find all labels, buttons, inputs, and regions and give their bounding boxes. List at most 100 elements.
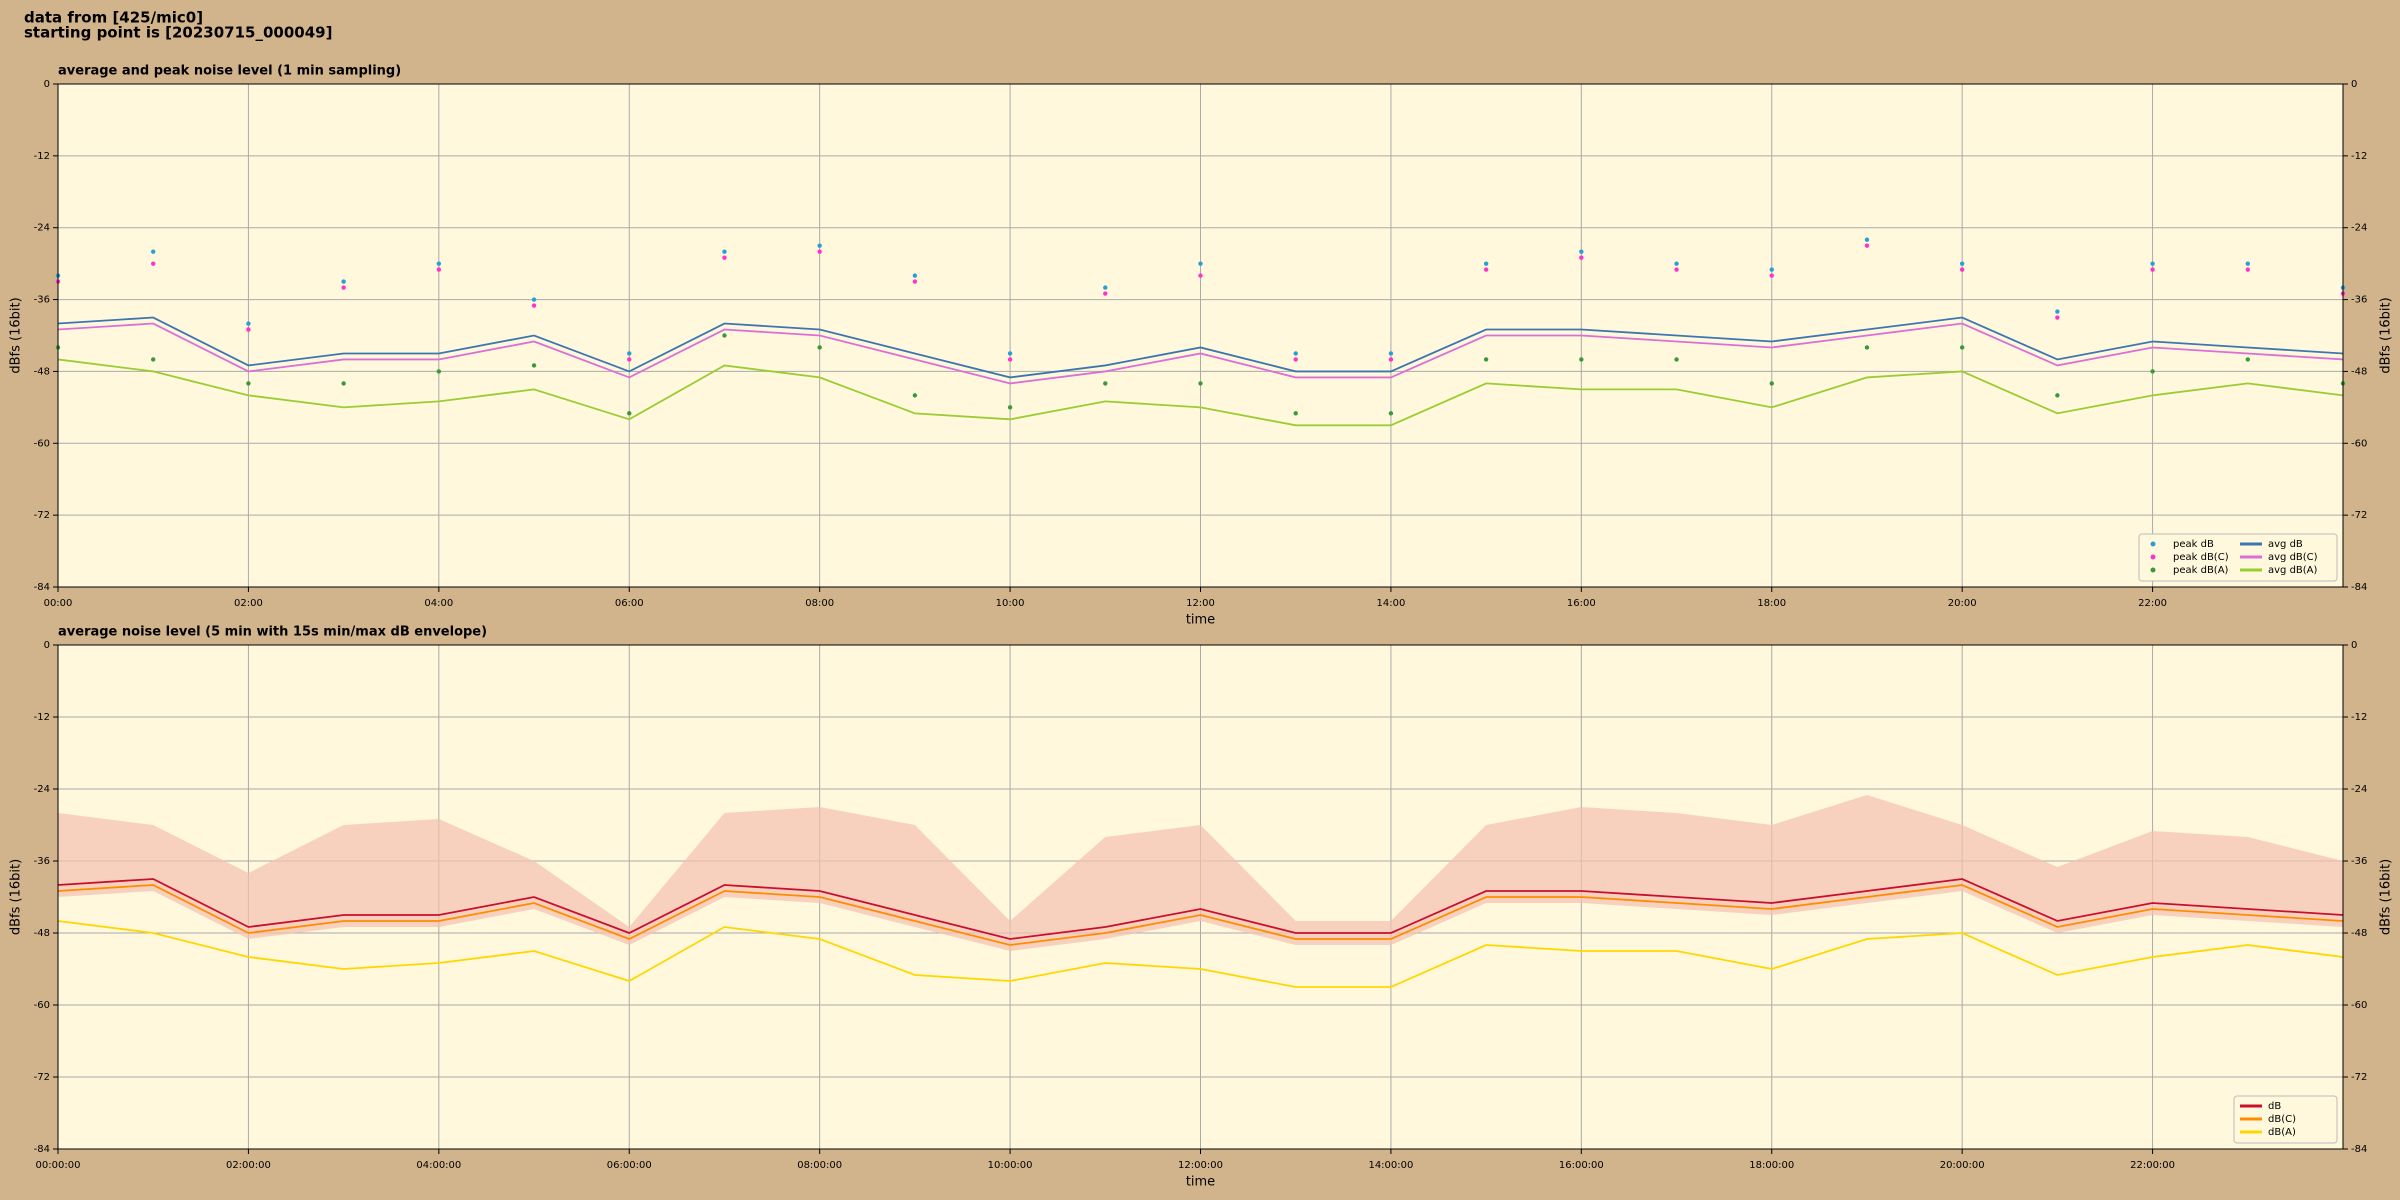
series-line (57, 322, 2344, 385)
y-tick-label: -36 (34, 295, 50, 306)
x-tick-label: 16:00:00 (1559, 1160, 1604, 1171)
x-tick-label: 20:00 (1948, 598, 1977, 609)
legend-swatch (2150, 567, 2156, 573)
peak-point (1198, 381, 1203, 386)
y-tick-label: -48 (34, 928, 50, 939)
peak-point (2055, 393, 2060, 398)
peak-point (531, 303, 537, 308)
peak-point (341, 381, 346, 386)
peak-point (1293, 411, 1298, 416)
legend-label: avg dB(A) (2268, 565, 2318, 576)
peak-point (2055, 315, 2060, 320)
peak-point (1007, 405, 1013, 410)
series-line (57, 884, 2344, 946)
x-tick-label: 20:00:00 (1940, 1160, 1985, 1171)
y-tick-label: -84 (34, 582, 50, 593)
x-axis-label: time (1186, 613, 1215, 628)
y-tick-label: -72 (2351, 1072, 2367, 1083)
x-tick-label: 10:00:00 (988, 1160, 1033, 1171)
y-tick-label: -60 (34, 1000, 50, 1011)
series-line (57, 316, 2344, 379)
peak-point (1959, 261, 1965, 266)
y-tick-label: -24 (34, 784, 50, 795)
y-tick-label: -36 (2351, 856, 2367, 867)
plot-frame (57, 644, 2344, 1150)
y-tick-label: -48 (2351, 928, 2367, 939)
peak-point (2055, 309, 2060, 314)
peak-point (1579, 249, 1584, 254)
x-tick-label: 10:00 (996, 598, 1025, 609)
series-line (57, 878, 2344, 940)
x-tick-label: 14:00 (1377, 598, 1406, 609)
x-tick-label: 22:00:00 (2130, 1160, 2175, 1171)
peak-point (151, 249, 156, 254)
peak-point (1388, 411, 1394, 416)
peak-point (627, 351, 632, 356)
y-tick-label: -12 (2351, 151, 2367, 162)
peak-point (1864, 243, 1870, 248)
header-line: starting point is [20230715_000049] (24, 24, 332, 42)
peak-point (1293, 351, 1298, 356)
peak-point (341, 279, 346, 284)
y-tick-label: -24 (2351, 784, 2367, 795)
x-tick-label: 04:00:00 (416, 1160, 461, 1171)
y-axis-label: dBfs (16bit) (9, 297, 24, 373)
x-tick-label: 00:00:00 (36, 1160, 81, 1171)
y-tick-label: 0 (2351, 640, 2357, 651)
legend-label: peak dB(A) (2173, 565, 2229, 576)
peak-point (1388, 351, 1394, 356)
peak-point (151, 357, 156, 362)
peak-point (1769, 267, 1774, 272)
x-tick-label: 16:00 (1567, 598, 1596, 609)
peak-point (246, 327, 251, 332)
y-tick-label: 0 (44, 640, 50, 651)
peak-point (1864, 237, 1870, 242)
y-tick-label: -24 (34, 223, 50, 234)
legend-label: dB(A) (2268, 1127, 2296, 1138)
legend-label: peak dB (2173, 539, 2214, 550)
peak-point (436, 369, 442, 374)
peak-point (1769, 381, 1774, 386)
peak-point (1579, 357, 1584, 362)
x-tick-label: 18:00 (1757, 598, 1786, 609)
chart-title: average and peak noise level (1 min samp… (58, 64, 401, 79)
y-tick-label: -36 (2351, 295, 2367, 306)
peak-point (1864, 345, 1870, 350)
peak-point (1959, 345, 1965, 350)
y-tick-label: -72 (2351, 510, 2367, 521)
peak-point (912, 279, 918, 284)
x-tick-label: 02:00 (234, 598, 263, 609)
y-tick-label: -84 (2351, 582, 2367, 593)
peak-point (1103, 381, 1108, 386)
peak-point (1483, 357, 1489, 362)
peak-point (912, 393, 918, 398)
y-axis-label: dBfs (16bit) (2379, 859, 2394, 935)
legend-swatch (2150, 554, 2156, 560)
peak-point (627, 357, 632, 362)
legend-label: dB (2268, 1101, 2281, 1112)
peak-point (1293, 357, 1298, 362)
x-tick-label: 12:00:00 (1178, 1160, 1223, 1171)
y-tick-label: -24 (2351, 223, 2367, 234)
x-tick-label: 08:00 (805, 598, 834, 609)
legend-swatch (2150, 541, 2156, 547)
series-line (57, 920, 2344, 988)
peak-point (2150, 267, 2155, 272)
legend-label: peak dB(C) (2173, 552, 2229, 563)
peak-point (627, 411, 632, 416)
y-axis-label: dBfs (16bit) (2379, 297, 2394, 373)
x-tick-label: 14:00:00 (1368, 1160, 1413, 1171)
legend-label: avg dB (2268, 539, 2303, 550)
x-tick-label: 18:00:00 (1749, 1160, 1794, 1171)
plot-frame (57, 83, 2344, 588)
peak-point (1483, 267, 1489, 272)
y-tick-label: -48 (2351, 366, 2367, 377)
peak-point (436, 261, 442, 266)
peak-point (1959, 267, 1965, 272)
peak-point (817, 243, 822, 248)
peak-point (1674, 267, 1679, 272)
peak-point (1198, 273, 1203, 278)
peak-point (722, 249, 727, 254)
legend-label: avg dB(C) (2268, 552, 2318, 563)
